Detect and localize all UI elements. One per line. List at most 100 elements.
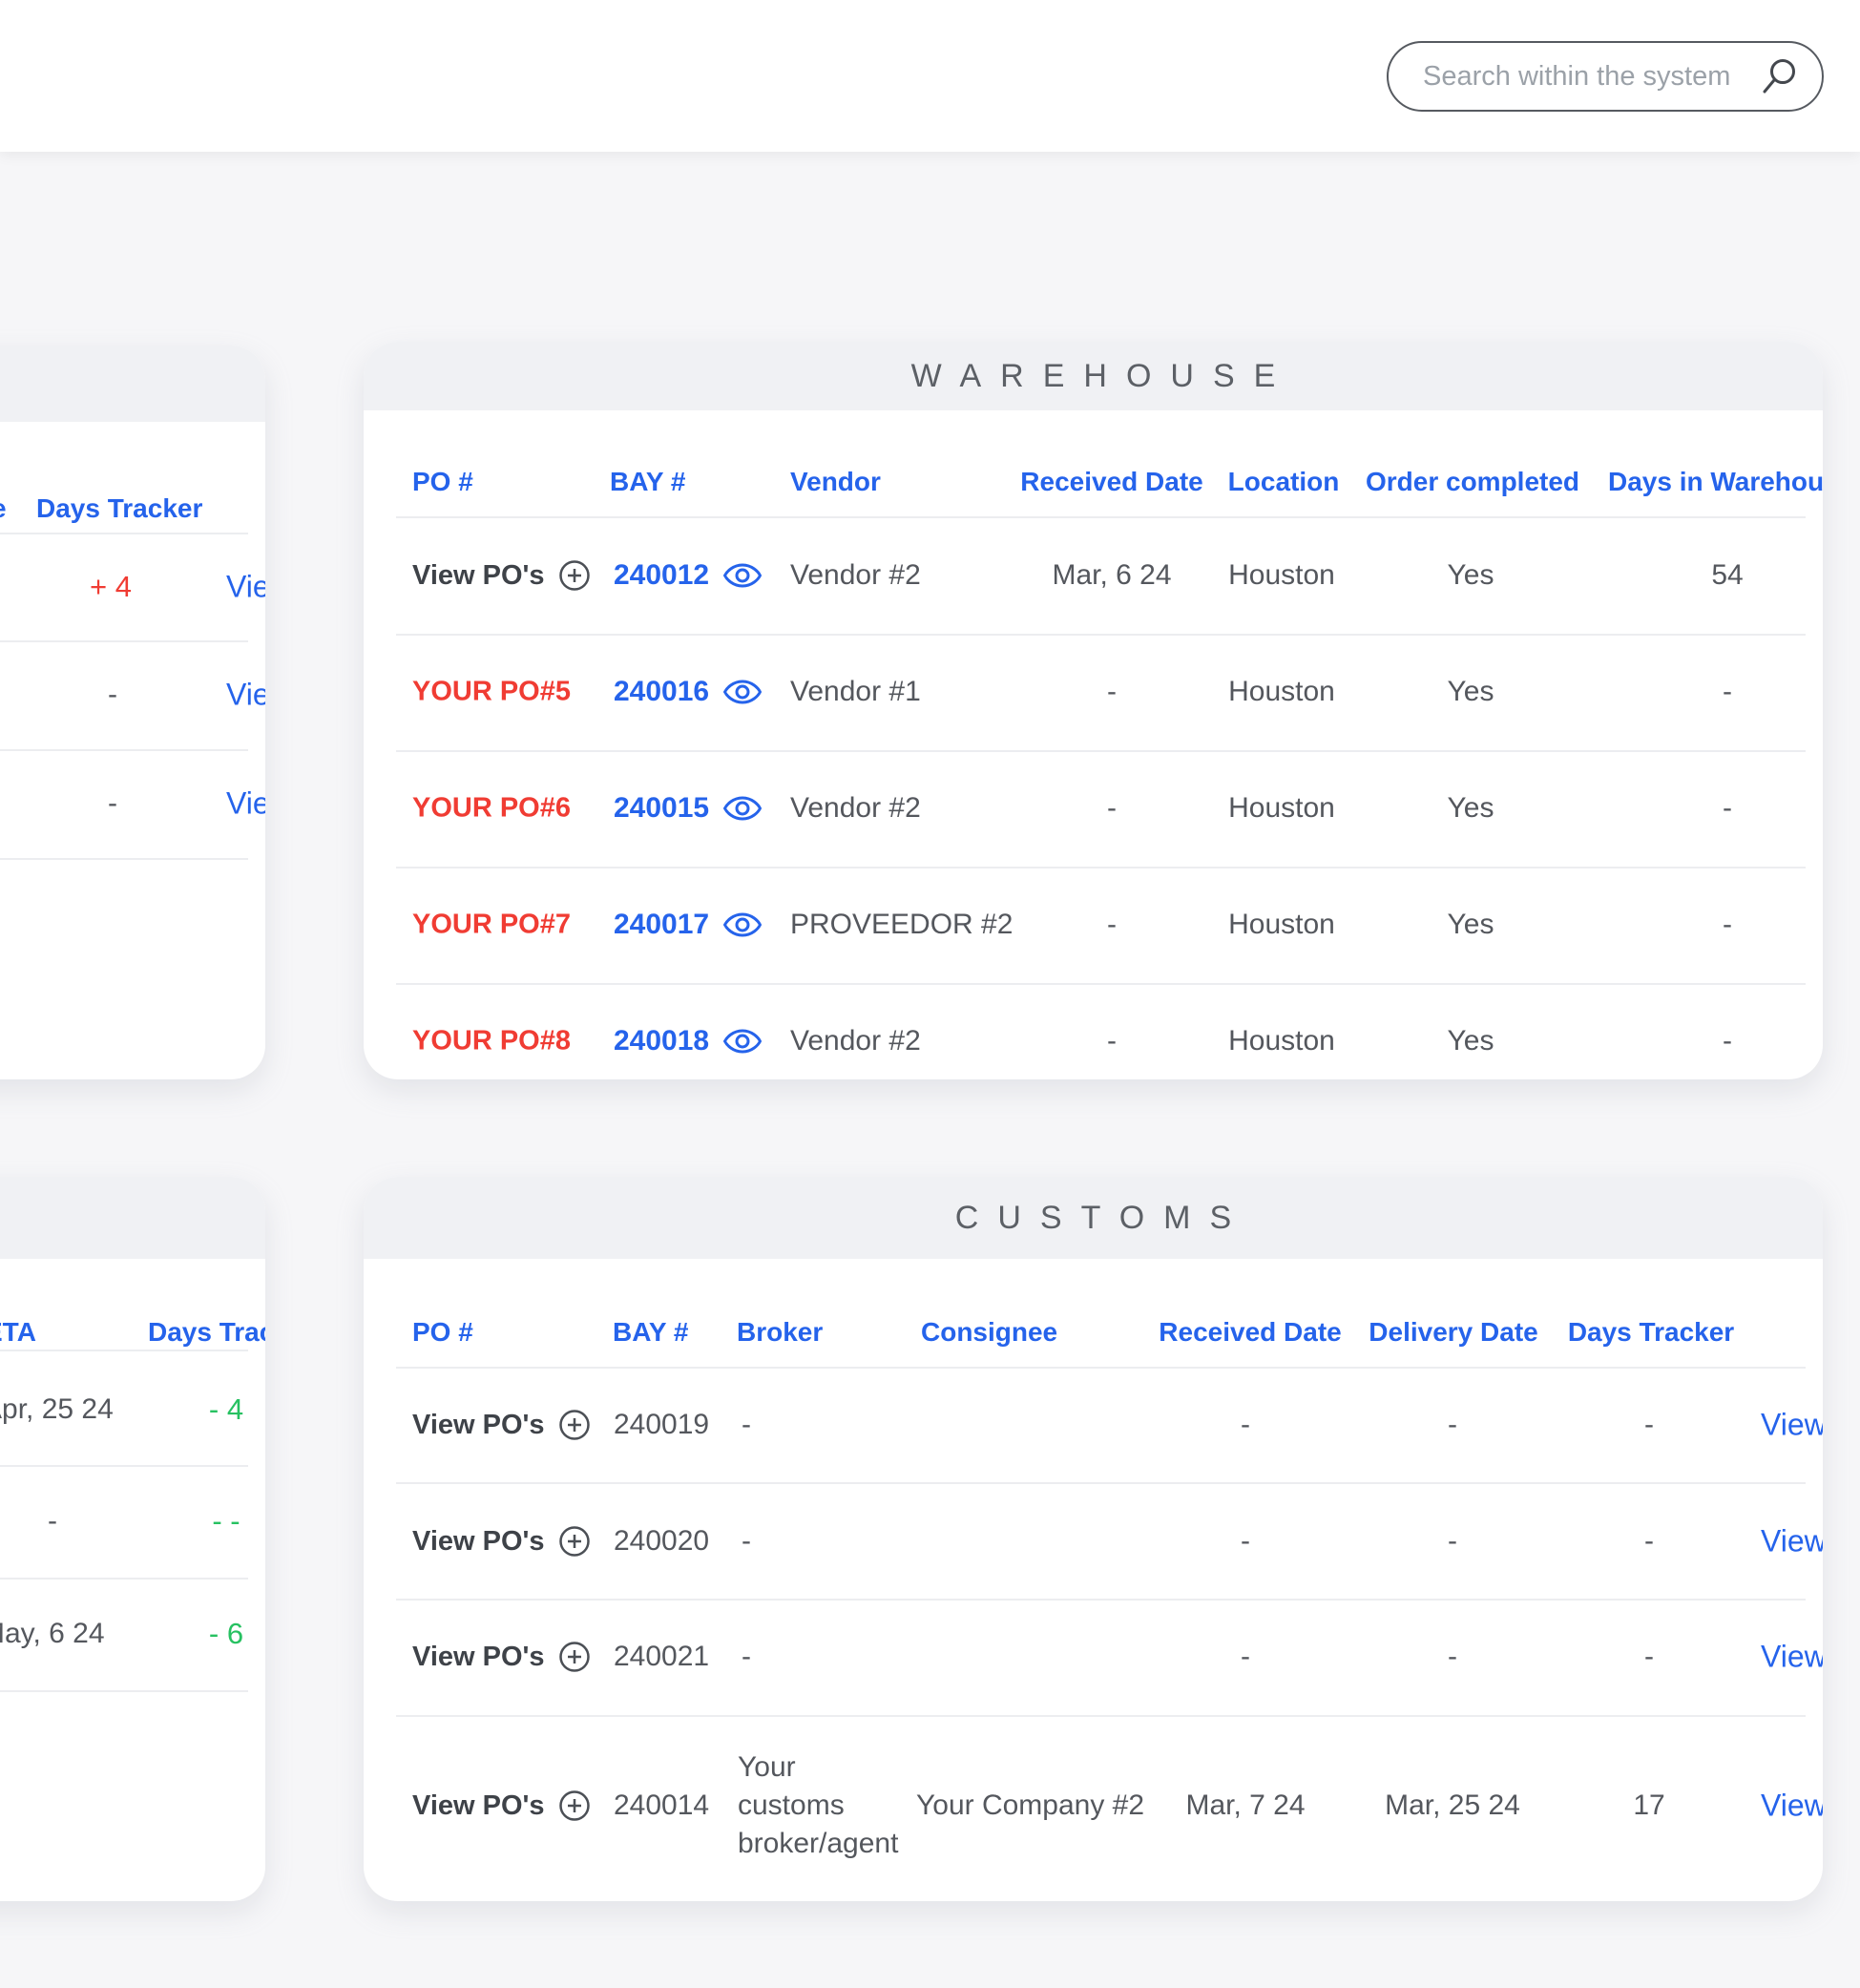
plus-circle-icon[interactable] [558, 1409, 591, 1441]
location-cell: Houston [1228, 792, 1335, 824]
column-header-consignee: Consignee [921, 1317, 1058, 1347]
column-header-delivery-date: Delivery Date [1369, 1317, 1538, 1347]
received-date-cell: - [1241, 1641, 1250, 1672]
plus-circle-icon[interactable] [558, 1789, 591, 1822]
bay-number-link[interactable]: 240017 [614, 909, 710, 940]
broker-cell: - [742, 1641, 751, 1672]
customs-card: CUSTOMS PO # BAY # Broker Consignee Rece… [364, 1177, 1823, 1901]
view-pos-button[interactable]: View PO's [412, 1641, 545, 1672]
vendor-cell: PROVEEDOR #2 [790, 909, 1014, 940]
view-link[interactable]: View [1761, 1639, 1823, 1674]
view-pos-button[interactable]: View PO's [412, 1409, 545, 1440]
plus-circle-icon[interactable] [558, 559, 591, 592]
days-tracker-value: - - [212, 1504, 240, 1538]
eye-icon[interactable] [722, 1027, 763, 1056]
vendor-cell: Vendor #2 [790, 792, 921, 824]
eye-icon[interactable] [722, 561, 763, 590]
warehouse-card: WAREHOUSE PO # BAY # Vendor Received Dat… [364, 342, 1823, 1079]
left-top-card-header [0, 345, 265, 422]
received-date-cell: - [1107, 676, 1117, 707]
days-tracker-value: - 6 [208, 1617, 244, 1650]
eye-icon[interactable] [722, 794, 763, 823]
system-search [1387, 41, 1824, 112]
eta-cell: - [48, 1505, 57, 1537]
days-tracker-cell: 17 [1633, 1789, 1665, 1821]
bay-number: 240014 [614, 1789, 710, 1821]
left-bottom-card-header [0, 1177, 265, 1259]
bay-number-link[interactable]: 240018 [614, 1025, 710, 1057]
order-completed-cell: Yes [1447, 676, 1494, 707]
order-completed-cell: Yes [1447, 559, 1494, 591]
po-label: YOUR PO#5 [412, 676, 571, 707]
view-pos-button[interactable]: View PO's [412, 1525, 545, 1557]
view-link[interactable]: View [226, 785, 265, 821]
column-header-fragment: e [0, 493, 7, 524]
view-link[interactable]: View [1761, 1788, 1823, 1823]
days-in-warehouse-cell: - [1723, 909, 1732, 940]
delivery-date-cell: Mar, 25 24 [1385, 1789, 1520, 1821]
eye-icon[interactable] [722, 678, 763, 706]
delivery-date-cell: - [1448, 1525, 1457, 1557]
column-header-days-tracker: Days Tracker [36, 493, 203, 523]
location-cell: Houston [1228, 676, 1335, 707]
left-top-card: e Days Tracker + 4 View - View - View [0, 345, 265, 1079]
column-header-po: PO # [412, 467, 473, 496]
broker-cell: - [742, 1525, 751, 1557]
bay-number: 240020 [614, 1525, 710, 1557]
days-tracker-cell: - [1644, 1641, 1654, 1672]
received-date-cell: Mar, 6 24 [1052, 559, 1172, 591]
bay-number-link[interactable]: 240012 [614, 559, 710, 591]
column-header-order-completed: Order completed [1365, 467, 1580, 496]
broker-cell: Your customs broker/agent [738, 1751, 899, 1859]
received-date-cell: - [1241, 1525, 1250, 1557]
view-link[interactable]: View [226, 677, 265, 712]
received-date-cell: - [1107, 1025, 1117, 1057]
view-link[interactable]: View [226, 569, 265, 604]
warehouse-card-header: WAREHOUSE [364, 342, 1823, 410]
bay-number-link[interactable]: 240016 [614, 676, 710, 707]
column-header-days-tracker: Days Tracker [1567, 1317, 1735, 1347]
plus-circle-icon[interactable] [558, 1641, 591, 1673]
po-label: YOUR PO#6 [412, 792, 571, 824]
days-tracker-cell: - [1644, 1525, 1654, 1557]
view-link[interactable]: View [1761, 1407, 1823, 1442]
location-cell: Houston [1228, 909, 1335, 940]
column-header-days-in-warehouse: Days in Warehouse [1608, 467, 1823, 496]
vendor-cell: Vendor #2 [790, 1025, 921, 1057]
days-in-warehouse-cell: - [1723, 792, 1732, 824]
days-in-warehouse-cell: - [1723, 1025, 1732, 1057]
broker-cell: - [742, 1409, 751, 1440]
search-icon[interactable] [1759, 57, 1799, 97]
vendor-cell: Vendor #1 [790, 676, 921, 707]
column-header-bay: BAY # [610, 467, 686, 496]
received-date-cell: - [1241, 1409, 1250, 1440]
search-input[interactable] [1387, 41, 1824, 112]
eta-cell: May, 6 24 [0, 1618, 105, 1649]
days-tracker-value: - 4 [208, 1392, 244, 1426]
location-cell: Houston [1228, 1025, 1335, 1057]
order-completed-cell: Yes [1447, 909, 1494, 940]
left-bottom-card: ETA Days Tracker Apr, 25 24 - 4 - - - Ma… [0, 1177, 265, 1901]
order-completed-cell: Yes [1447, 1025, 1494, 1057]
eta-cell: Apr, 25 24 [0, 1393, 114, 1425]
received-date-cell: - [1107, 909, 1117, 940]
delivery-date-cell: - [1448, 1641, 1457, 1672]
received-date-cell: - [1107, 792, 1117, 824]
column-header-vendor: Vendor [790, 467, 881, 496]
column-header-bay: BAY # [613, 1317, 689, 1347]
eye-icon[interactable] [722, 910, 763, 939]
card-title: WAREHOUSE [910, 357, 1295, 394]
view-pos-button[interactable]: View PO's [412, 1789, 545, 1821]
column-header-days-tracker: Days Tracker [148, 1317, 265, 1347]
days-tracker-cell: - [1644, 1409, 1654, 1440]
column-header-eta: ETA [0, 1317, 36, 1347]
top-header-bar [0, 0, 1860, 152]
days-tracker-value: + 4 [90, 570, 132, 603]
customs-card-header: CUSTOMS [364, 1177, 1823, 1259]
po-label: YOUR PO#8 [412, 1025, 571, 1057]
plus-circle-icon[interactable] [558, 1525, 591, 1558]
view-pos-button[interactable]: View PO's [412, 559, 545, 591]
bay-number-link[interactable]: 240015 [614, 792, 710, 824]
view-link[interactable]: View [1761, 1523, 1823, 1559]
